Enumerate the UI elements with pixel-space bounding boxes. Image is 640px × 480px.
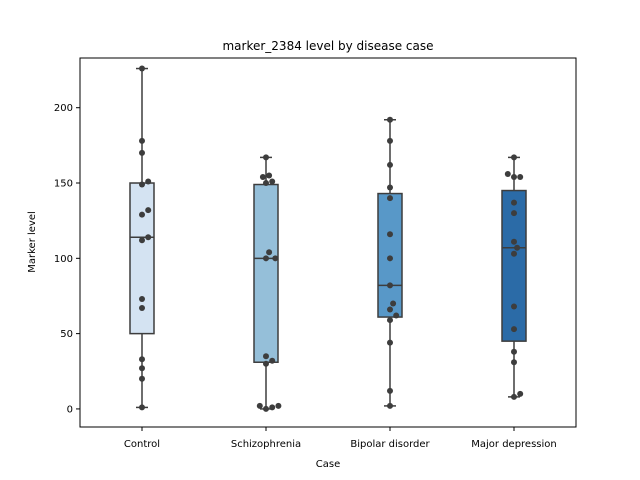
data-point xyxy=(504,170,511,177)
y-axis: 0 50 100 150 200 xyxy=(54,103,80,415)
data-point xyxy=(511,326,517,333)
data-point xyxy=(387,306,393,313)
data-points xyxy=(139,65,524,412)
x-axis: Control Schizophrenia Bipolar disorder Majo… xyxy=(124,427,557,450)
data-point xyxy=(145,178,152,185)
data-point xyxy=(263,255,269,262)
data-point xyxy=(266,172,273,179)
x-axis-label: Case xyxy=(316,459,340,470)
x-tick-label: Bipolar disorder xyxy=(350,439,430,450)
data-point xyxy=(511,154,517,161)
data-point xyxy=(139,375,145,382)
data-point xyxy=(511,303,517,310)
data-point xyxy=(139,181,145,188)
y-tick-label: 150 xyxy=(54,179,73,190)
y-tick-label: 200 xyxy=(54,103,73,114)
y-axis-label: Marker level xyxy=(27,211,38,273)
y-tick-label: 50 xyxy=(60,329,73,340)
data-point xyxy=(139,137,145,144)
data-point xyxy=(511,210,517,217)
x-tick-label: Control xyxy=(124,439,160,450)
data-point xyxy=(517,390,524,397)
data-point xyxy=(387,231,393,238)
data-point xyxy=(511,250,517,257)
data-point xyxy=(263,405,269,412)
data-point xyxy=(139,305,145,312)
y-tick-label: 100 xyxy=(54,254,73,265)
box-body xyxy=(377,192,403,318)
data-point xyxy=(272,255,279,262)
data-point xyxy=(393,312,400,319)
data-point xyxy=(145,234,152,241)
data-point xyxy=(387,317,393,324)
y-tick-label: 0 xyxy=(67,404,73,415)
data-point xyxy=(263,180,269,187)
data-point xyxy=(139,356,145,363)
data-point xyxy=(390,300,397,307)
data-point xyxy=(139,295,145,302)
data-point xyxy=(263,154,269,161)
data-point xyxy=(511,348,517,355)
data-point xyxy=(387,161,393,168)
data-point xyxy=(511,173,517,180)
data-point xyxy=(259,173,266,180)
data-point xyxy=(387,195,393,202)
box-body xyxy=(253,183,279,363)
data-point xyxy=(387,184,393,191)
data-point xyxy=(275,402,282,409)
data-point xyxy=(514,244,521,251)
data-point xyxy=(145,207,152,214)
x-tick-label: Schizophrenia xyxy=(231,439,301,450)
data-point xyxy=(139,65,145,72)
data-point xyxy=(269,178,276,185)
chart-title: marker_2384 level by disease case xyxy=(222,39,433,53)
data-point xyxy=(263,353,269,360)
data-point xyxy=(387,255,393,262)
data-point xyxy=(266,249,273,256)
data-point xyxy=(387,116,393,123)
data-point xyxy=(139,211,145,218)
data-point xyxy=(139,237,145,244)
data-point xyxy=(387,402,393,409)
data-point xyxy=(139,404,145,411)
data-point xyxy=(263,360,269,367)
data-point xyxy=(511,359,517,366)
x-tick-label: Major depression xyxy=(471,439,557,450)
data-point xyxy=(511,238,517,245)
data-point xyxy=(269,404,276,411)
data-point xyxy=(269,357,276,364)
data-point xyxy=(387,387,393,394)
data-point xyxy=(387,137,393,144)
data-point xyxy=(387,282,393,289)
data-point xyxy=(256,402,263,409)
box-3 xyxy=(377,119,403,407)
data-point xyxy=(387,339,393,346)
data-point xyxy=(517,173,524,180)
data-point xyxy=(511,199,517,206)
plot-area xyxy=(79,57,577,428)
data-point xyxy=(139,365,145,372)
box-plots xyxy=(129,67,527,410)
data-point xyxy=(139,149,145,156)
box-body xyxy=(129,182,155,335)
data-point xyxy=(511,393,517,400)
